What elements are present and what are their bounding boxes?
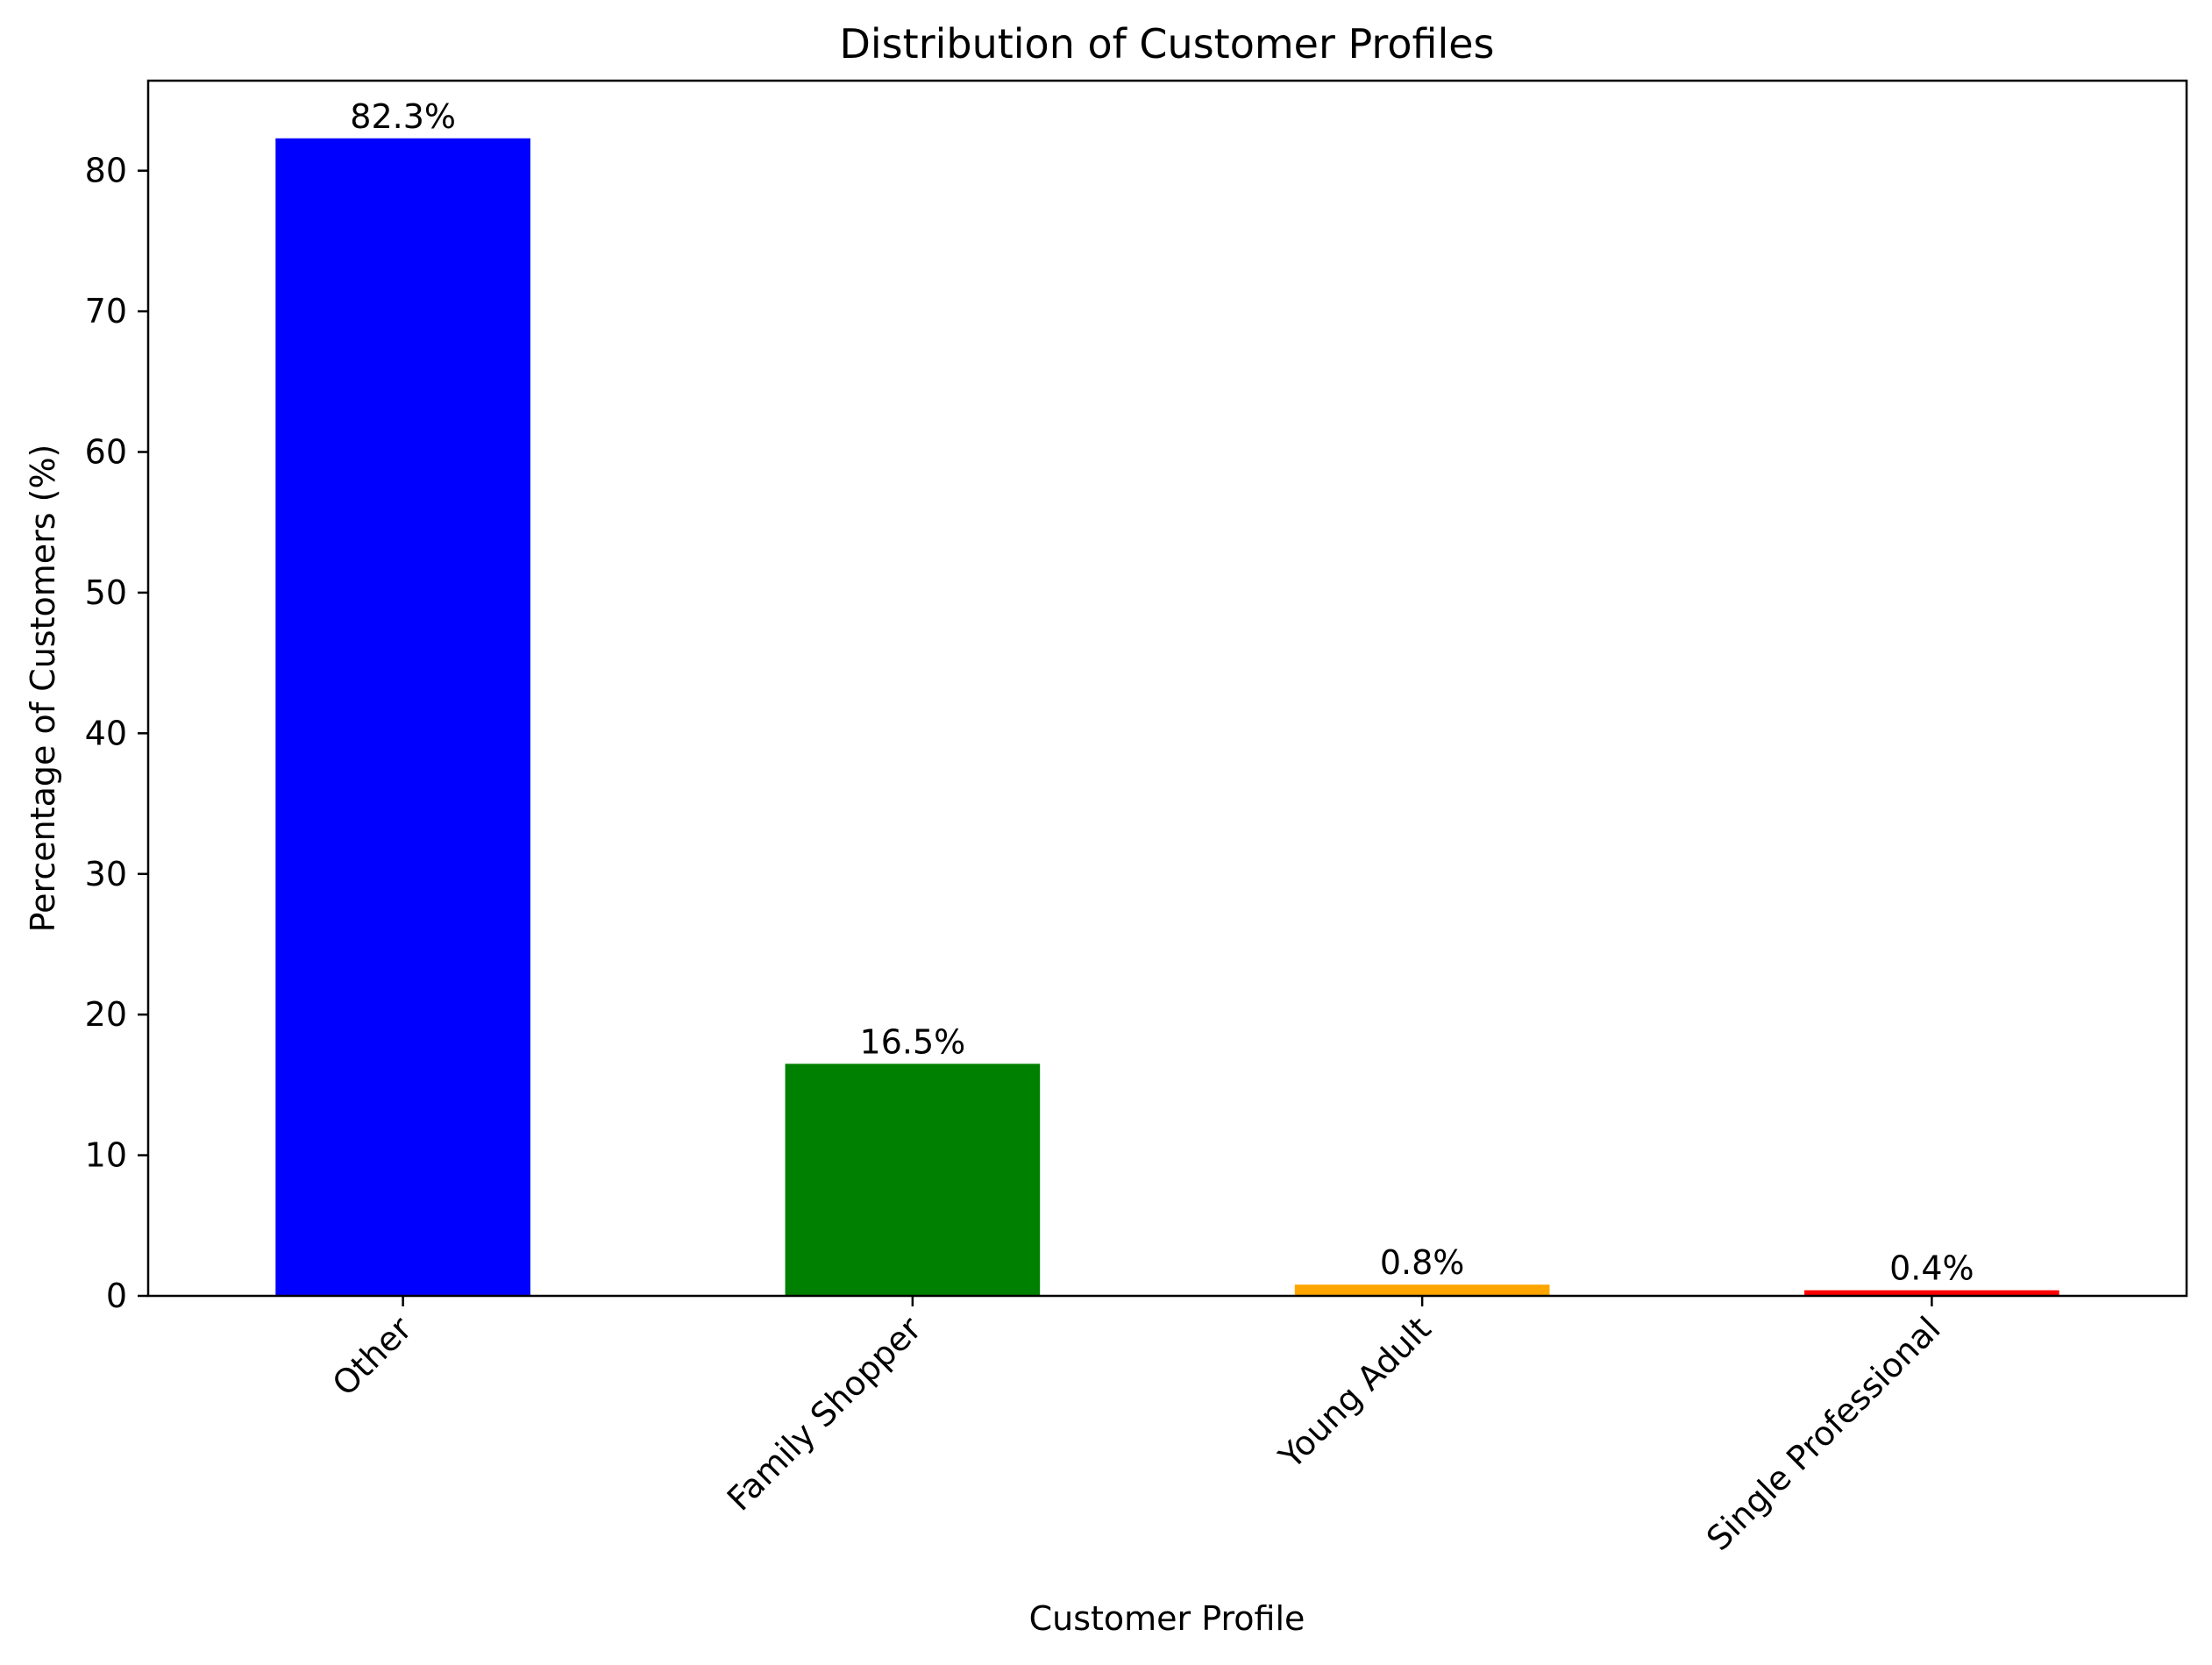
bar-other bbox=[275, 138, 530, 1296]
data-label-family-shopper: 16.5% bbox=[860, 1022, 966, 1061]
plot-frame bbox=[146, 79, 2188, 1298]
y-axis: 0 10 20 30 40 50 60 70 80 bbox=[85, 152, 148, 1315]
data-label-single-professional: 0.4% bbox=[1889, 1249, 1974, 1288]
data-label-other: 82.3% bbox=[350, 97, 456, 136]
y-tick-label: 10 bbox=[85, 1136, 127, 1175]
chart-title: Distribution of Customer Profiles bbox=[839, 20, 1494, 68]
y-tick-label: 60 bbox=[85, 433, 127, 472]
y-tick-label: 40 bbox=[85, 714, 127, 752]
bar-single-professional bbox=[1804, 1290, 2059, 1296]
y-tick-label: 0 bbox=[106, 1277, 127, 1315]
data-labels-layer: 82.3% 16.5% 0.8% 0.4% bbox=[350, 97, 1974, 1288]
y-tick-label: 30 bbox=[85, 855, 127, 893]
y-tick-label: 50 bbox=[85, 573, 127, 612]
bar-young-adult bbox=[1294, 1284, 1550, 1296]
y-axis-title: Percentage of Customers (%) bbox=[24, 445, 62, 933]
bar-family-shopper bbox=[785, 1064, 1041, 1296]
y-tick-label: 70 bbox=[85, 292, 127, 331]
data-label-young-adult: 0.8% bbox=[1380, 1243, 1465, 1282]
y-tick-label: 20 bbox=[85, 995, 127, 1034]
x-axis-title: Customer Profile bbox=[1029, 1599, 1305, 1638]
y-tick-label: 80 bbox=[85, 152, 127, 190]
bars-layer bbox=[275, 138, 2059, 1296]
